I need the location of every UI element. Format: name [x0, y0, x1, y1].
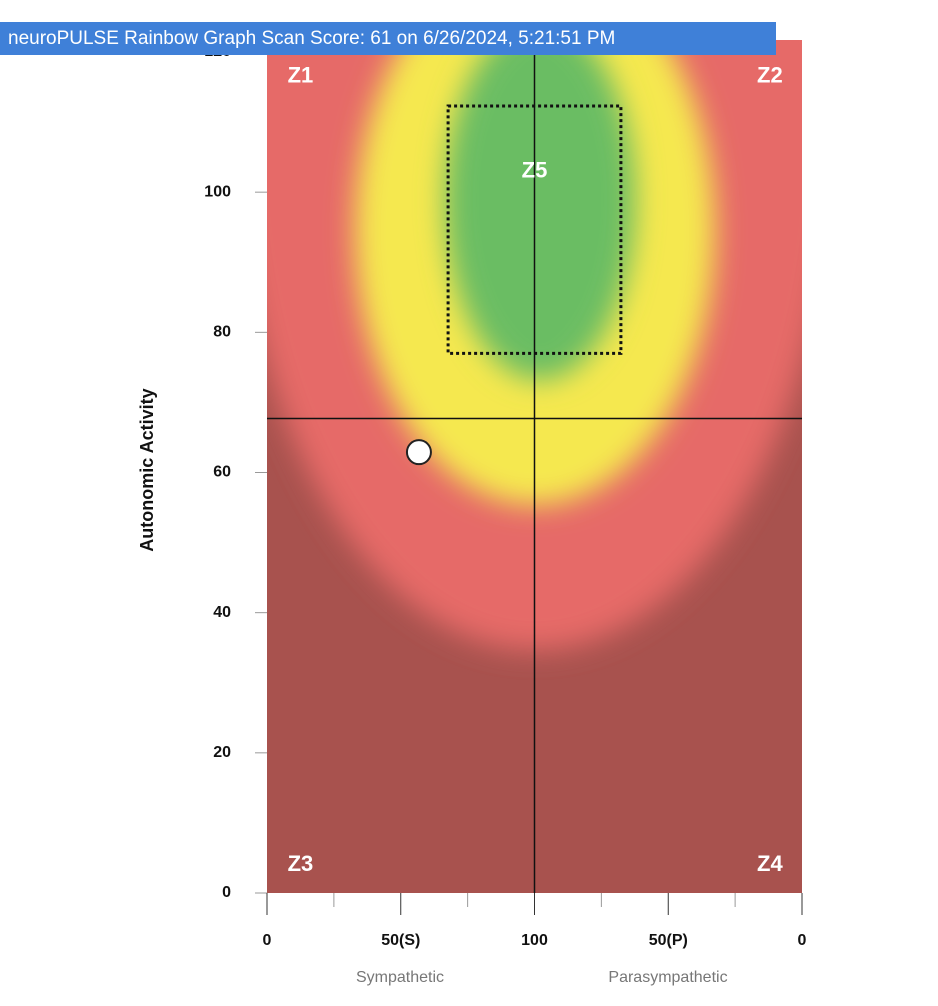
chart-title: neuroPULSE Rainbow Graph Scan Score: 61 … [8, 28, 615, 49]
y-tick-label: 0 [222, 884, 231, 901]
zone-label: Z1 [288, 62, 314, 87]
y-tick-label: 40 [213, 604, 231, 621]
zone-label: Z4 [757, 851, 783, 876]
title-bar [0, 22, 776, 55]
x-tick-label: 50(S) [381, 932, 420, 949]
x-side-label: Parasympathetic [608, 969, 727, 986]
zone-label: Z3 [288, 851, 314, 876]
y-tick-label: 20 [213, 744, 231, 761]
y-tick-label: 100 [204, 183, 231, 200]
y-axis-label: Autonomic Activity [137, 388, 157, 551]
y-tick-label: 80 [213, 324, 231, 341]
x-tick-label: 0 [798, 932, 807, 949]
zone-label: Z5 [522, 158, 548, 183]
y-tick-label: 60 [213, 464, 231, 481]
zone-label: Z2 [757, 62, 783, 87]
target-box [446, 104, 623, 355]
x-tick-label: 100 [521, 932, 548, 949]
score-point [405, 439, 432, 466]
x-tick-label: 0 [263, 932, 272, 949]
x-tick-label: 50(P) [649, 932, 688, 949]
x-side-label: Sympathetic [356, 969, 444, 986]
